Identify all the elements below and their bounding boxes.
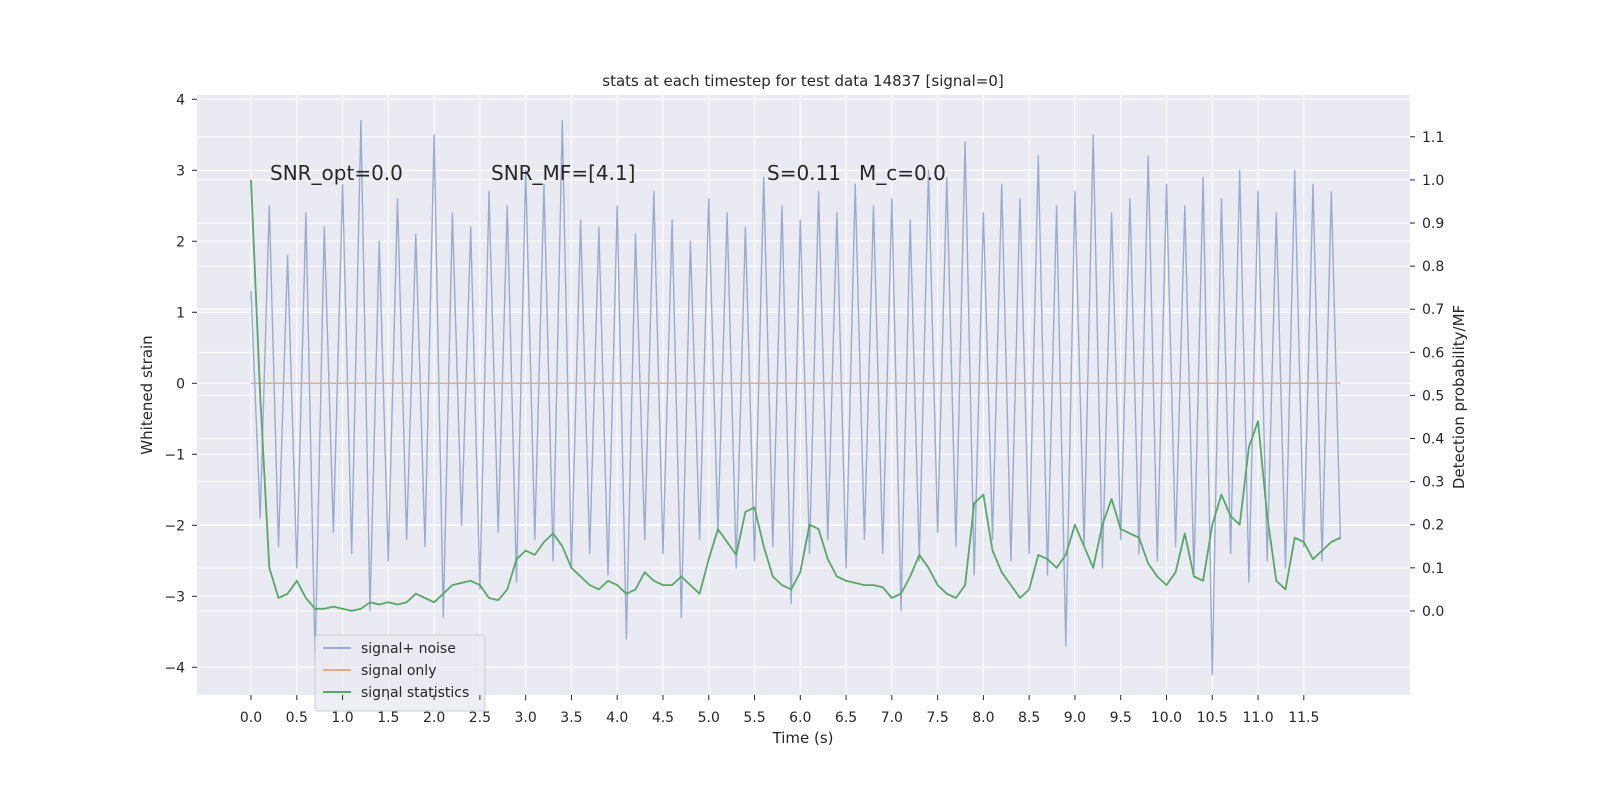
y2-tick-label: 0.9 (1422, 216, 1444, 232)
y2-tick-label: 0.8 (1422, 259, 1444, 275)
x-tick-label: 3.0 (515, 710, 537, 726)
y2-axis-label: Detection probability/MF (1450, 305, 1468, 489)
y2-tick-label: 0.5 (1422, 388, 1444, 404)
y-tick-label: 2 (176, 234, 185, 250)
x-tick-label: 10.0 (1151, 710, 1182, 726)
x-tick-label: 8.0 (972, 710, 994, 726)
y2-tick-label: 1.0 (1422, 173, 1444, 189)
legend-label: signal+ noise (361, 641, 456, 657)
annotation: M_c=0.0 (859, 161, 946, 185)
series-line (250, 179, 1341, 612)
x-tick-label: 0.5 (286, 710, 308, 726)
y-tick-label: −3 (164, 589, 185, 605)
x-tick-label: 5.0 (698, 710, 720, 726)
chart-title: stats at each timestep for test data 148… (602, 72, 1003, 90)
y-tick-label: 1 (176, 305, 185, 321)
y2-tick-label: 0.4 (1422, 432, 1444, 448)
y-tick-label: 4 (176, 92, 185, 108)
x-axis-label: Time (s) (772, 729, 834, 747)
x-tick-label: 4.0 (606, 710, 628, 726)
y2-tick-label: 0.1 (1422, 561, 1444, 577)
y2-tick-label: 0.7 (1422, 302, 1444, 318)
x-tick-label: 7.0 (881, 710, 903, 726)
x-tick-label: 1.0 (331, 710, 353, 726)
x-tick-label: 10.5 (1197, 710, 1228, 726)
series-line (250, 119, 1342, 676)
y-tick-label: 0 (176, 376, 185, 392)
x-tick-label: 2.5 (469, 710, 491, 726)
y2-tick-label: 0.2 (1422, 518, 1444, 534)
y2-tick-label: 0.3 (1422, 475, 1444, 491)
y2-tick-label: 0.6 (1422, 345, 1444, 361)
x-tick-label: 3.5 (560, 710, 582, 726)
x-tick-label: 6.5 (835, 710, 857, 726)
annotation: SNR_opt=0.0 (270, 161, 403, 185)
x-tick-label: 11.0 (1242, 710, 1273, 726)
y-tick-label: −2 (164, 518, 185, 534)
x-tick-label: 7.5 (926, 710, 948, 726)
legend-label: signal only (361, 663, 436, 679)
y-tick-label: 3 (176, 163, 185, 179)
legend-box (314, 634, 486, 712)
y2-tick-label: 0.0 (1422, 604, 1444, 620)
annotation: S=0.11 (767, 161, 841, 185)
x-tick-label: 5.5 (743, 710, 765, 726)
legend-label: signal statistics (361, 685, 469, 701)
x-tick-label: 9.0 (1064, 710, 1086, 726)
x-tick-label: 4.5 (652, 710, 674, 726)
x-tick-label: 1.5 (377, 710, 399, 726)
x-tick-label: 9.5 (1110, 710, 1132, 726)
y2-tick-label: 1.1 (1422, 130, 1444, 146)
y-axis-label: Whitened strain (138, 335, 156, 454)
x-tick-label: 0.0 (240, 710, 262, 726)
x-tick-label: 8.5 (1018, 710, 1040, 726)
annotation: SNR_MF=[4.1] (491, 161, 635, 185)
x-tick-label: 6.0 (789, 710, 811, 726)
y-tick-label: −1 (164, 447, 185, 463)
x-tick-label: 2.0 (423, 710, 445, 726)
y-tick-label: −4 (164, 660, 185, 676)
x-tick-label: 11.5 (1288, 710, 1319, 726)
